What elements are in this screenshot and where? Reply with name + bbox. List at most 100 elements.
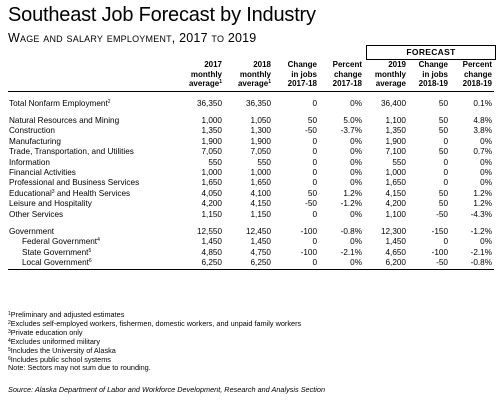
row-label: Local Government6 xyxy=(8,258,176,270)
footnote: 1Preliminary and adjusted estimates xyxy=(8,310,125,319)
table-row: Financial Activities 1,000 1,000 0 0% 1,000 0 0… xyxy=(8,168,494,178)
table-cell: -3.7% xyxy=(340,126,362,136)
table-cell: 4,150 xyxy=(385,188,407,198)
table-cell: -150 xyxy=(431,226,448,236)
table-cell: 0% xyxy=(350,157,362,167)
table-cell: 0 xyxy=(312,178,317,188)
spacer-cell xyxy=(408,220,450,227)
table-cell: 550 xyxy=(392,157,406,167)
footnote: 5Includes the University of Alaska xyxy=(8,345,116,355)
spacer-cell xyxy=(8,109,176,116)
spacer-cell xyxy=(176,91,224,99)
table-cell: 1,900 xyxy=(385,136,407,146)
table-cell: 50 xyxy=(438,188,448,198)
table-cell: 0% xyxy=(350,237,362,247)
spacer-cell xyxy=(319,109,364,116)
page-subtitle: Wage and salary employment, 2017 to 2019 xyxy=(8,31,257,45)
table-cell: 6,200 xyxy=(364,258,408,270)
table-cell: 36,400 xyxy=(380,98,406,108)
table-cell: 4,850 xyxy=(201,247,223,257)
table-row: Construction 1,350 1,300 -50 -3.7% 1,350 50 3.8… xyxy=(8,126,494,136)
column-header: Percent change 2018-19 xyxy=(450,60,494,92)
table-cell: 0.7% xyxy=(473,147,492,157)
table-cell: 0 xyxy=(312,167,317,177)
table-cell: 12,550 xyxy=(196,226,222,236)
table-row: State Government5 4,850 4,750 -100 -2.1% 4,65… xyxy=(8,248,494,258)
table-cell: 1,900 xyxy=(201,136,223,146)
table-row: Local Government6 6,250 6,250 0 0% 6,200 -50 -0… xyxy=(8,258,494,270)
table-cell: 4,750 xyxy=(250,247,272,257)
footnotes: 1Preliminary and adjusted estimates 2Excl… xyxy=(8,310,302,373)
table-cell: 0% xyxy=(480,178,492,188)
footnote-marker: 4 xyxy=(8,337,11,344)
spacer-cell xyxy=(319,91,364,99)
table-cell: 1,050 xyxy=(250,115,272,125)
spacer-row xyxy=(8,109,494,116)
row-label: Leisure and Hospitality xyxy=(9,199,92,209)
footnote-marker: 2 xyxy=(8,319,11,326)
footnote-marker: 6 xyxy=(8,355,11,362)
table-cell: 0 xyxy=(443,157,448,167)
footnote-marker: 4 xyxy=(97,237,100,244)
table-cell: 1,450 xyxy=(250,237,272,247)
table-cell: 1,650 xyxy=(385,178,407,188)
row-label: Trade, Transportation, and Utilities xyxy=(9,147,134,157)
table-cell: 0% xyxy=(480,237,492,247)
table-row: Educational3 and Health Services 4,050 4,1… xyxy=(8,189,494,199)
table-cell: -50 xyxy=(305,126,317,136)
table-cell: 50 xyxy=(438,199,448,209)
table-cell: 0% xyxy=(480,136,492,146)
table-cell: -1.2% xyxy=(340,199,362,209)
rounding-note: Note: Sectors may not sum due to roundin… xyxy=(8,363,151,373)
table-cell: 6,250 xyxy=(176,258,224,270)
table-cell: 12,450 xyxy=(245,226,271,236)
table-cell: 0% xyxy=(319,258,364,270)
spacer-cell xyxy=(364,109,408,116)
footnote-marker: 3 xyxy=(8,328,11,335)
table-row: Other Services 1,150 1,150 0 0% 1,100 -50 -4.3% xyxy=(8,210,494,220)
row-label: Information xyxy=(9,157,50,167)
table-cell: 0 xyxy=(312,237,317,247)
spacer-cell xyxy=(8,91,176,99)
footnote-marker: 5 xyxy=(88,247,92,254)
table-cell: -2.1% xyxy=(470,247,492,257)
table-cell: -0.8% xyxy=(450,258,494,270)
table-cell: 7,050 xyxy=(250,147,272,157)
footnote: 2Excludes self-employed workers, fisherm… xyxy=(8,318,302,328)
table-cell: 1,450 xyxy=(385,237,407,247)
column-header: Percent change 2017-18 xyxy=(319,60,364,92)
table-cell: 50 xyxy=(307,115,317,125)
table-cell: 50 xyxy=(307,188,317,198)
table-cell: -4.3% xyxy=(470,209,492,219)
table-cell: 4,200 xyxy=(201,199,223,209)
table-cell: 1,150 xyxy=(201,209,223,219)
table-cell: 50 xyxy=(438,98,448,108)
spacer-cell xyxy=(450,220,494,227)
footnote: 3Private education only xyxy=(8,327,83,337)
table-cell: -50 xyxy=(305,199,317,209)
footnote: 4Excludes uniformed military xyxy=(8,336,100,346)
spacer-cell xyxy=(224,91,273,99)
table-cell: 0 xyxy=(443,167,448,177)
table-row: Manufacturing 1,900 1,900 0 0% 1,900 0 0% xyxy=(8,137,494,147)
table-cell: 0% xyxy=(480,157,492,167)
footnote-marker: 6 xyxy=(88,258,92,265)
spacer-cell xyxy=(273,91,319,99)
table-body: Total Nonfarm Employment2 36,350 36,350 0 0%… xyxy=(8,91,494,270)
table-row: Leisure and Hospitality 4,200 4,150 -50 -1.2… xyxy=(8,199,494,209)
column-header: Change in jobs 2017-18 xyxy=(273,60,319,92)
row-label: State Government5 xyxy=(22,247,92,257)
footnote-marker: 2 xyxy=(107,98,111,105)
table-cell: 4,050 xyxy=(201,188,223,198)
column-header: 2018 monthly average1 xyxy=(224,60,273,92)
table-cell: 3.8% xyxy=(473,126,492,136)
table-cell: 0 xyxy=(312,157,317,167)
table-header-row: 2017 monthly average1 2018 monthly average1 Ch… xyxy=(8,60,494,92)
spacer-cell xyxy=(408,109,450,116)
column-header: Change in jobs 2018-19 xyxy=(408,60,450,92)
spacer-cell xyxy=(8,220,176,227)
footnote-marker: 1 xyxy=(268,79,271,85)
table-cell: -100 xyxy=(300,226,317,236)
table-cell: -0.8% xyxy=(340,226,362,236)
